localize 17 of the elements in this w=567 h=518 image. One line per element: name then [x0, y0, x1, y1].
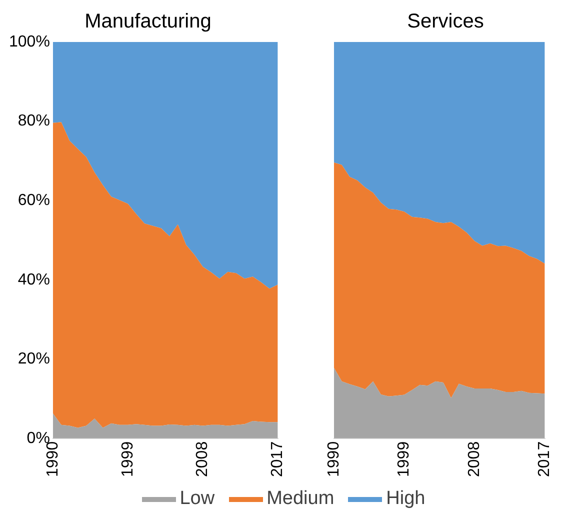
chart-title: Manufacturing — [84, 10, 212, 33]
x-tick-label: 2008 — [194, 441, 212, 477]
chart-title: Services — [407, 10, 484, 33]
legend-label: Low — [180, 488, 215, 510]
x-tick-label: 1999 — [119, 441, 136, 477]
y-tick-label: 80% — [18, 112, 50, 130]
x-tick-label: 1999 — [396, 441, 413, 477]
x-tick-label: 1990 — [325, 441, 342, 477]
x-tick-label: 2008 — [466, 441, 483, 477]
y-tick-label: 60% — [18, 192, 50, 209]
y-tick-label: 40% — [18, 271, 50, 288]
x-tick-label: 2017 — [536, 441, 554, 477]
legend-label: High — [386, 488, 426, 510]
x-tick-label: 2017 — [269, 441, 286, 477]
y-tick-label: 100% — [9, 33, 50, 50]
legend-label: Medium — [266, 488, 334, 510]
y-tick-label: 20% — [18, 350, 50, 368]
